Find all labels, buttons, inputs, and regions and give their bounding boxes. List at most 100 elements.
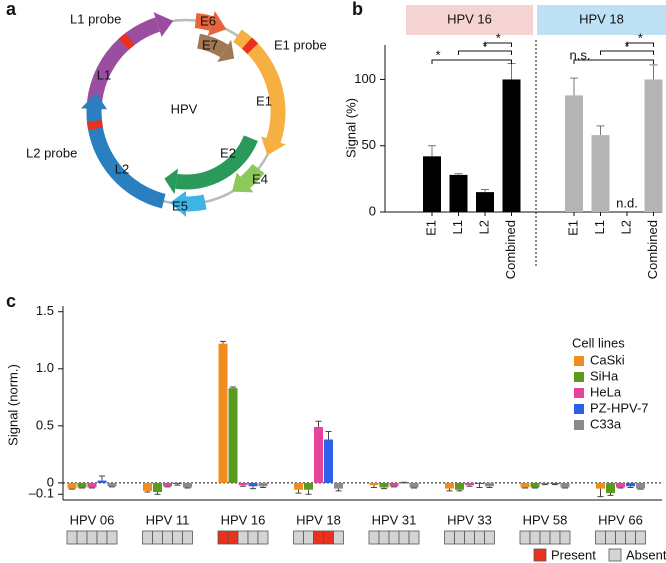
- legend-swatch: [574, 404, 584, 414]
- error-bar: [250, 486, 256, 490]
- x-tick-label: HPV 18: [296, 512, 341, 527]
- presence-box: [182, 530, 193, 545]
- probe-site: [241, 37, 259, 54]
- y-tick-label: 1.0: [36, 360, 54, 375]
- bar: [530, 482, 540, 488]
- presence-legend-swatch: [608, 548, 622, 562]
- error-bar: [562, 487, 568, 489]
- bar: [626, 482, 635, 487]
- gene-label: L2 probe: [26, 145, 77, 160]
- error-bar: [617, 487, 624, 489]
- gene-l2: [86, 108, 166, 209]
- bar: [449, 174, 468, 212]
- y-tick-label: 0.5: [36, 417, 54, 432]
- error-bar: [174, 484, 181, 486]
- gene-e7-head: [217, 39, 235, 62]
- x-tick-label: L2: [618, 220, 633, 234]
- gene-label: L2: [115, 161, 129, 176]
- presence-box: [519, 530, 531, 545]
- bar: [616, 482, 625, 488]
- group-header: [537, 5, 666, 35]
- presence-box: [635, 530, 646, 545]
- bar: [248, 482, 258, 487]
- bar: [379, 482, 389, 488]
- bar: [485, 482, 494, 487]
- bar: [560, 482, 570, 488]
- bar: [476, 192, 494, 212]
- gene-e5-head: [170, 191, 186, 217]
- error-bar: [507, 63, 516, 80]
- gene-label: E1 probe: [274, 37, 327, 52]
- bar: [550, 482, 560, 485]
- presence-box: [66, 530, 78, 545]
- bar: [636, 482, 645, 489]
- error-bar: [522, 487, 528, 489]
- bar: [455, 482, 464, 490]
- presence-box: [388, 530, 400, 545]
- bar: [475, 482, 484, 485]
- error-bar: [79, 487, 85, 489]
- significance-label: n.s.: [570, 47, 591, 62]
- bar: [324, 439, 333, 483]
- presence-box: [76, 530, 88, 545]
- gene-e5: [185, 194, 207, 212]
- error-bar: [570, 77, 578, 96]
- error-bar: [476, 484, 483, 488]
- presence-box: [368, 530, 380, 545]
- gene-label: E7: [202, 37, 218, 52]
- error-bar: [607, 493, 614, 496]
- gene-e6-head: [207, 11, 227, 37]
- gene-label: L1: [97, 67, 111, 82]
- error-bar: [220, 340, 226, 344]
- legend-swatch: [574, 356, 584, 366]
- presence-box: [408, 530, 420, 545]
- probe-site: [118, 33, 135, 50]
- group-header-label: HPV 16: [447, 11, 492, 26]
- gene-l1-head: [153, 12, 174, 37]
- bar: [173, 482, 182, 485]
- x-tick-label: E1: [565, 220, 580, 236]
- presence-box: [398, 530, 410, 545]
- probe-site: [86, 120, 103, 131]
- error-bar: [305, 489, 312, 495]
- presence-box: [247, 530, 259, 545]
- gene-label: E4: [252, 171, 268, 186]
- presence-box: [237, 530, 249, 545]
- presence-box: [303, 530, 314, 545]
- error-bar: [230, 386, 236, 389]
- presence-box: [313, 530, 324, 545]
- bar: [228, 388, 238, 483]
- bar: [97, 480, 107, 483]
- y-axis-title: Signal (norm.): [5, 364, 20, 446]
- error-bar: [552, 484, 558, 486]
- x-tick-label: HPV 16: [221, 512, 266, 527]
- x-tick-label: HPV 58: [523, 512, 568, 527]
- error-bar: [401, 481, 407, 483]
- legend-swatch: [574, 372, 584, 382]
- error-bar: [466, 485, 473, 487]
- error-bar: [260, 486, 266, 488]
- presence-box: [474, 530, 485, 545]
- gene-e4: [240, 163, 265, 189]
- error-bar: [240, 485, 246, 487]
- gene-label: E1: [256, 93, 272, 108]
- gene-e7: [196, 33, 229, 58]
- error-bar: [184, 487, 191, 489]
- error-bar: [69, 488, 75, 490]
- bar: [107, 482, 117, 487]
- panel-label: b: [352, 0, 363, 19]
- presence-box: [142, 530, 153, 545]
- panel-label: a: [6, 0, 17, 19]
- error-bar: [144, 490, 151, 493]
- bar: [87, 482, 97, 488]
- bar: [218, 343, 228, 483]
- bar: [294, 482, 303, 490]
- error-bar: [335, 488, 342, 492]
- error-bar: [454, 173, 463, 175]
- x-tick-label: L1: [592, 220, 607, 234]
- error-bar: [627, 486, 634, 488]
- error-bar: [637, 488, 644, 490]
- bar: [520, 482, 530, 488]
- significance-bracket: [626, 42, 654, 47]
